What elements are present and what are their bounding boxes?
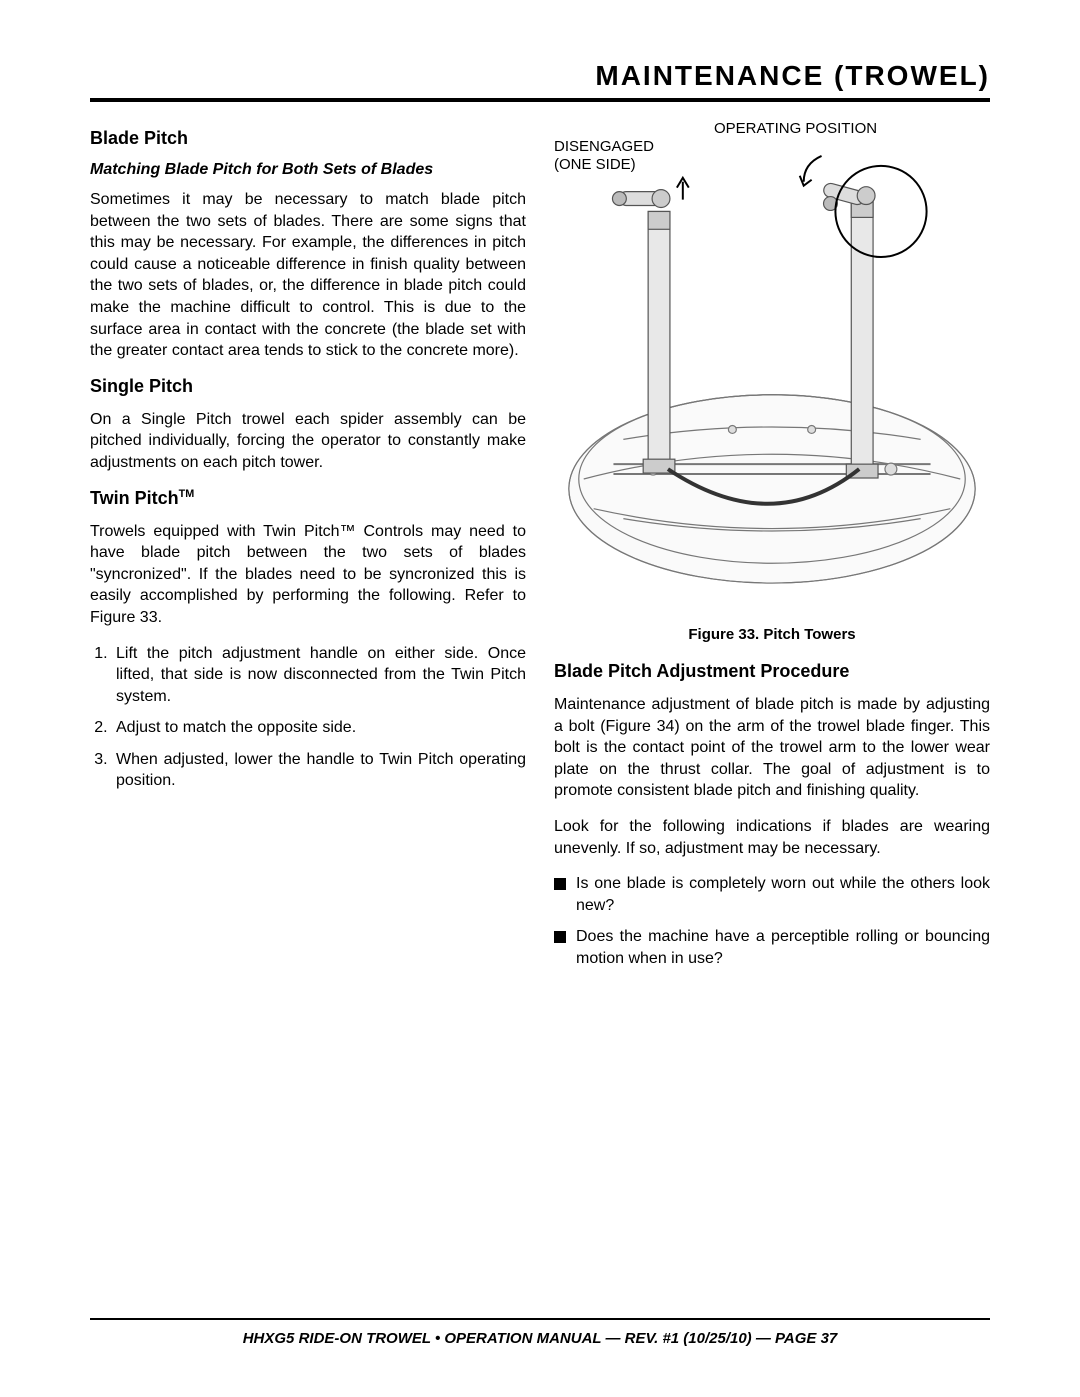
page-title: MAINTENANCE (TROWEL) — [90, 60, 990, 102]
heading-twin-pitch: Twin PitchTM — [90, 488, 526, 509]
figure-caption: Figure 33. Pitch Towers — [554, 626, 990, 643]
step-item: Adjust to match the opposite side. — [112, 717, 526, 739]
trademark-icon: TM — [179, 488, 195, 500]
figure-label-operating: OPERATING POSITION — [714, 120, 877, 137]
twin-pitch-steps: Lift the pitch adjustment handle on eith… — [112, 643, 526, 793]
right-column: OPERATING POSITION DISENGAGED (ONE SIDE) — [554, 120, 990, 980]
subheading-matching: Matching Blade Pitch for Both Sets of Bl… — [90, 161, 526, 179]
figure-pitch-towers: OPERATING POSITION DISENGAGED (ONE SIDE) — [554, 120, 990, 620]
page-footer: HHXG5 RIDE-ON TROWEL • OPERATION MANUAL … — [90, 1318, 990, 1347]
heading-blade-pitch: Blade Pitch — [90, 128, 526, 149]
para-adjust-2: Look for the following indications if bl… — [554, 816, 990, 859]
pitch-towers-diagram — [554, 120, 990, 620]
heading-single-pitch: Single Pitch — [90, 376, 526, 397]
step-item: Lift the pitch adjustment handle on eith… — [112, 643, 526, 708]
indication-list: Is one blade is completely worn out whil… — [554, 873, 990, 969]
para-single: On a Single Pitch trowel each spider ass… — [90, 409, 526, 474]
figure-label-oneside: (ONE SIDE) — [554, 156, 636, 173]
heading-adjust-procedure: Blade Pitch Adjustment Procedure — [554, 661, 990, 682]
list-item: Is one blade is completely worn out whil… — [554, 873, 990, 916]
para-matching: Sometimes it may be necessary to match b… — [90, 189, 526, 362]
content-columns: Blade Pitch Matching Blade Pitch for Bot… — [90, 120, 990, 980]
twin-pitch-text: Twin Pitch — [90, 488, 179, 508]
step-item: When adjusted, lower the handle to Twin … — [112, 749, 526, 792]
para-twin: Trowels equipped with Twin Pitch™ Contro… — [90, 521, 526, 629]
list-item: Does the machine have a perceptible roll… — [554, 926, 990, 969]
figure-label-disengaged: DISENGAGED — [554, 138, 654, 155]
left-column: Blade Pitch Matching Blade Pitch for Bot… — [90, 120, 526, 980]
para-adjust-1: Maintenance adjustment of blade pitch is… — [554, 694, 990, 802]
